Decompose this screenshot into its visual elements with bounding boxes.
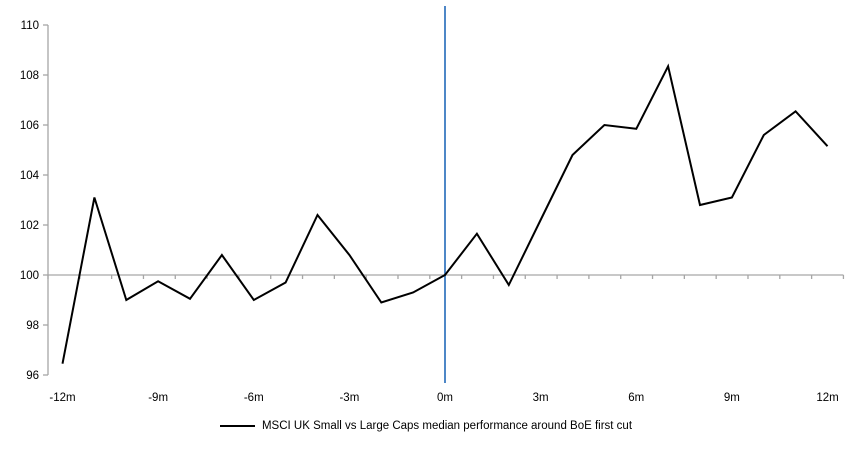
- x-axis-tick-label: -3m: [339, 392, 359, 404]
- legend-line-swatch: [219, 425, 255, 427]
- x-axis-tick-label: -9m: [148, 392, 168, 404]
- legend: MSCI UK Small vs Large Caps median perfo…: [0, 418, 852, 434]
- y-axis-tick-label: 100: [20, 270, 39, 282]
- performance-line: [61, 63, 829, 364]
- y-axis-tick-label: 102: [20, 220, 39, 232]
- y-axis-tick-label: 98: [26, 320, 39, 332]
- y-axis-tick-label: 108: [20, 70, 39, 82]
- x-axis-tick-label: 12m: [816, 392, 838, 404]
- y-axis-tick-label: 96: [26, 370, 39, 382]
- x-axis-tick-label: -12m: [49, 392, 75, 404]
- y-axis-tick-label: 110: [21, 20, 39, 32]
- y-axis-tick-label: 106: [20, 120, 39, 132]
- x-axis-tick-label: 9m: [724, 392, 740, 404]
- x-axis-tick-label: 0m: [437, 392, 453, 404]
- x-axis-tick-label: 6m: [628, 392, 644, 404]
- y-axis-tick-label: 104: [20, 170, 40, 182]
- legend-label: MSCI UK Small vs Large Caps median perfo…: [261, 420, 633, 432]
- x-axis-tick-label: 3m: [533, 392, 549, 404]
- x-axis-tick-label: -6m: [244, 392, 264, 404]
